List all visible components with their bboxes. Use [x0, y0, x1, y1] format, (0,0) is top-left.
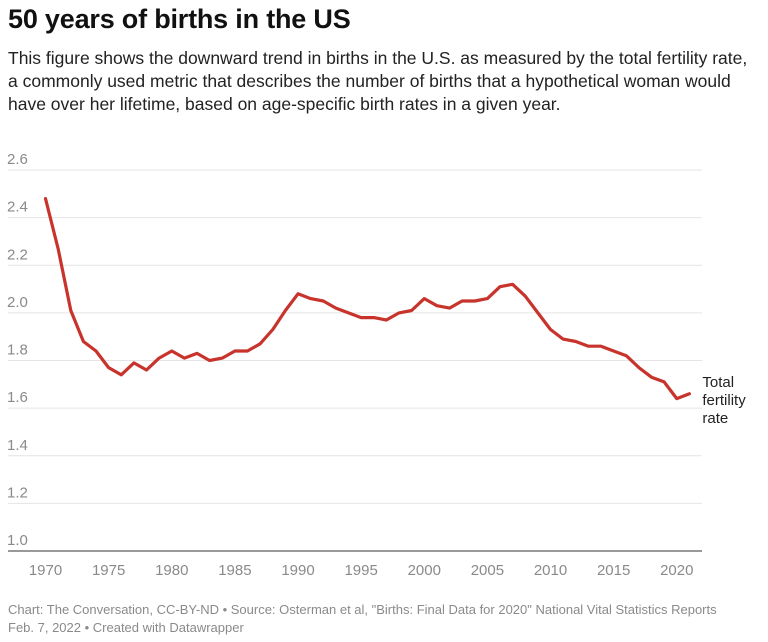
gridlines — [8, 169, 702, 504]
series-label-group: Total fertility rate — [702, 374, 746, 427]
series-group — [43, 196, 692, 401]
x-tick-label: 1980 — [155, 562, 188, 579]
y-tick-label: 2.2 — [7, 246, 28, 263]
y-tick-label: 2.0 — [7, 294, 28, 311]
y-tick-label: 2.6 — [7, 151, 28, 168]
line-chart: 1.0 1.2 1.4 1.6 1.8 2.0 2.2 2.4 2.6 1970 1975 1980… — [7, 151, 746, 579]
x-tick-label: 1995 — [344, 562, 377, 579]
x-tick-label: 2010 — [534, 562, 567, 579]
y-tick-label: 1.8 — [7, 342, 28, 359]
y-tick-labels: 1.0 1.2 1.4 1.6 1.8 2.0 2.2 2.4 2.6 — [7, 151, 28, 549]
series-line — [43, 196, 692, 401]
y-tick-label: 1.4 — [7, 437, 28, 454]
series-label-line: Total — [702, 374, 734, 391]
footer-credit: Feb. 7, 2022 • Created with Datawrapper — [8, 620, 244, 635]
footer-source: Chart: The Conversation, CC-BY-ND • Sour… — [8, 602, 717, 617]
y-tick-label: 1.6 — [7, 389, 28, 406]
chart-footer: Chart: The Conversation, CC-BY-ND • Sour… — [8, 601, 763, 637]
x-tick-label: 2005 — [471, 562, 504, 579]
x-tick-label: 1990 — [281, 562, 314, 579]
series-label-line: rate — [702, 410, 728, 427]
series-label-line: fertility — [702, 392, 746, 409]
x-tick-label: 1975 — [92, 562, 125, 579]
x-tick-label: 1985 — [218, 562, 251, 579]
x-tick-label: 2015 — [597, 562, 630, 579]
chart-description: This figure shows the downward trend in … — [8, 48, 748, 114]
x-tick-labels: 1970 1975 1980 1985 1990 1995 2000 2005 2010 2015… — [29, 562, 694, 579]
y-tick-label: 1.2 — [7, 484, 28, 501]
series-label: Total fertility rate — [702, 374, 746, 427]
y-tick-label: 1.0 — [7, 532, 28, 549]
x-tick-label: 1970 — [29, 562, 62, 579]
x-tick-label: 2020 — [660, 562, 693, 579]
x-tick-label: 2000 — [408, 562, 441, 579]
chart-title: 50 years of births in the US — [8, 4, 351, 34]
y-tick-label: 2.4 — [7, 199, 28, 216]
